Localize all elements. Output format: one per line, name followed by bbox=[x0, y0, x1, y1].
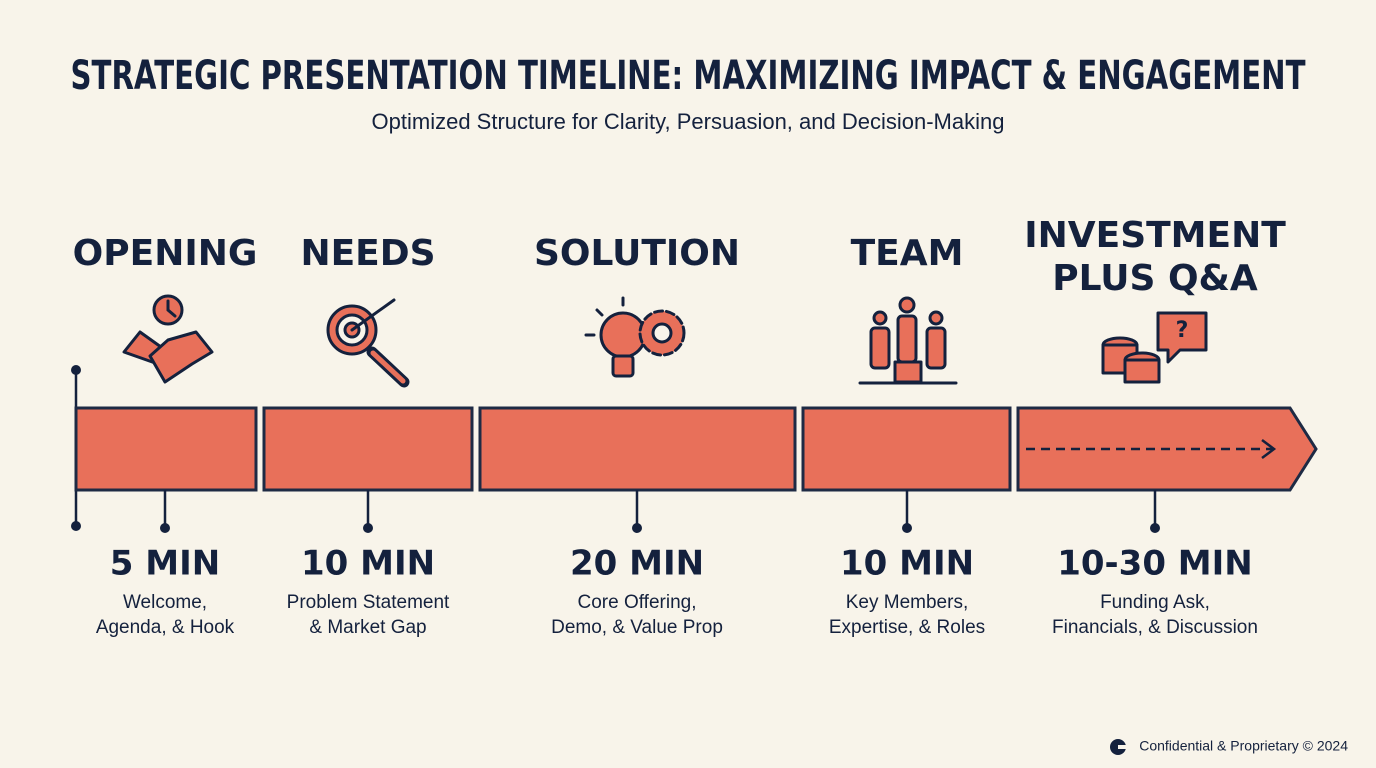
question-mark: ? bbox=[1176, 318, 1189, 343]
subtitle: Optimized Structure for Clarity, Persuas… bbox=[372, 109, 1005, 134]
stage-description: Demo, & Value Prop bbox=[551, 617, 723, 638]
stage-description: Funding Ask, bbox=[1100, 592, 1210, 613]
stage-title: NEEDS bbox=[300, 233, 435, 274]
connector-dot bbox=[1150, 523, 1160, 533]
footer-text: Confidential & Proprietary © 2024 bbox=[1139, 738, 1348, 754]
footer: Confidential & Proprietary © 2024 bbox=[1110, 738, 1348, 755]
stages: OPENING 5 MIN Welcome, Agenda, & Hook NEEDS 1… bbox=[73, 215, 1287, 638]
stage-description: Core Offering, bbox=[578, 592, 697, 613]
icon-handshake bbox=[122, 294, 214, 384]
stage-title: INVESTMENT bbox=[1024, 215, 1286, 256]
stage-duration: 10 MIN bbox=[840, 544, 974, 584]
connector-dot bbox=[902, 523, 912, 533]
stage-description: Welcome, bbox=[123, 592, 207, 613]
stage-title: SOLUTION bbox=[534, 233, 740, 274]
stage-title: PLUS Q&A bbox=[1052, 258, 1258, 299]
segment bbox=[478, 406, 797, 492]
stage-duration: 10-30 MIN bbox=[1057, 544, 1253, 584]
stage-description: & Market Gap bbox=[309, 617, 426, 638]
stage-duration: 20 MIN bbox=[570, 544, 704, 584]
connector-dot bbox=[632, 523, 642, 533]
timeline-bar bbox=[74, 406, 1318, 492]
segment bbox=[74, 406, 258, 492]
dashed-arrow-head bbox=[1261, 439, 1277, 459]
stage-title: OPENING bbox=[73, 233, 258, 274]
stage-description: Expertise, & Roles bbox=[829, 617, 985, 638]
stage-duration: 10 MIN bbox=[301, 544, 435, 584]
segment bbox=[262, 406, 474, 492]
stage-duration: 5 MIN bbox=[110, 544, 220, 584]
stage-title: TEAM bbox=[851, 233, 964, 274]
icon-target bbox=[326, 298, 410, 388]
icon-team-podium bbox=[858, 296, 958, 385]
stage-description: Key Members, bbox=[846, 592, 968, 613]
footer-logo-cut bbox=[1118, 745, 1127, 749]
icon-coins-question: ? bbox=[1101, 311, 1208, 384]
connector-dot bbox=[160, 523, 170, 533]
connector-dot bbox=[363, 523, 373, 533]
stage-description: Financials, & Discussion bbox=[1052, 617, 1258, 638]
title: STRATEGIC PRESENTATION TIMELINE: MAXIMIZ… bbox=[71, 53, 1307, 99]
icon-lightbulb-gear bbox=[584, 296, 686, 378]
stage-description: Problem Statement bbox=[287, 592, 450, 613]
stage-description: Agenda, & Hook bbox=[96, 617, 235, 638]
segment bbox=[801, 406, 1012, 492]
